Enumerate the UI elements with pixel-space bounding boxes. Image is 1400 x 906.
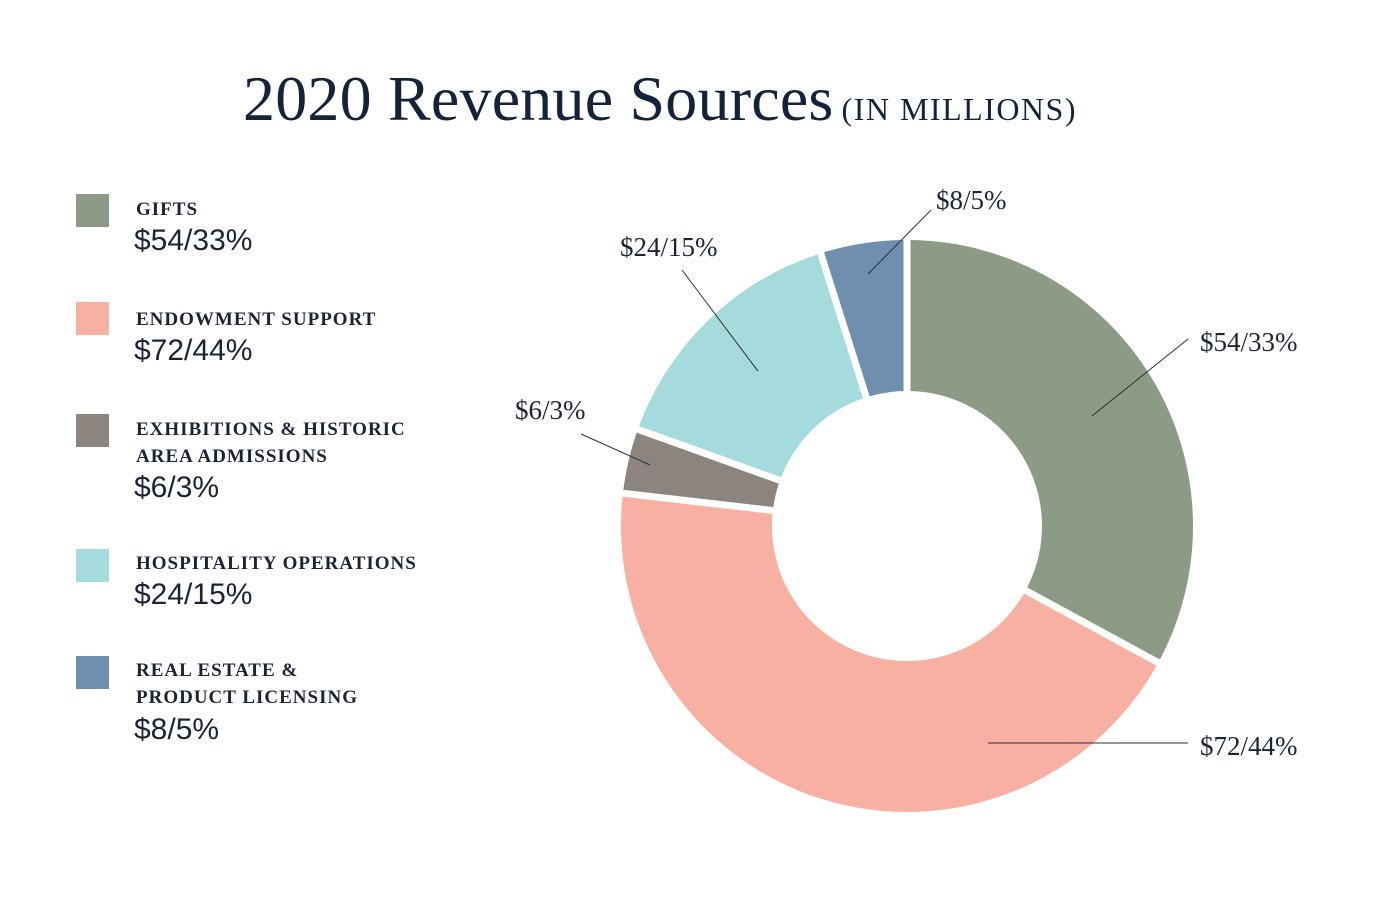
legend-swatch-exhibitions <box>76 414 109 447</box>
slice-endowment <box>621 496 1157 813</box>
slice-label-real-estate: $8/5% <box>936 185 1007 215</box>
chart-title-main: 2020 Revenue Sources <box>243 63 834 134</box>
legend-label-real-estate: REAL ESTATE & PRODUCT LICENSING <box>136 660 358 708</box>
slice-label-gifts: $54/33% <box>1200 327 1298 357</box>
legend-label-gifts: GIFTS <box>136 199 199 220</box>
legend-value-gifts: $54/33% <box>134 224 253 257</box>
slice-labels: $54/33% $72/44% $6/3% $24/15% $8/5% <box>515 185 1298 761</box>
slice-label-hospitality: $24/15% <box>620 232 718 262</box>
chart-title-unit: (IN MILLIONS) <box>841 91 1077 127</box>
legend-label-endowment: ENDOWMENT SUPPORT <box>136 309 377 330</box>
leader-line-gifts <box>1091 338 1189 417</box>
slice-hospitality <box>639 254 863 478</box>
legend: GIFTS $54/33% ENDOWMENT SUPPORT $72/44% … <box>0 0 520 906</box>
legend-value-endowment: $72/44% <box>134 334 253 367</box>
leader-line-exhibitions <box>580 433 651 466</box>
slice-label-exhibitions: $6/3% <box>515 395 586 425</box>
legend-label-hospitality: HOSPITALITY OPERATIONS <box>136 553 417 574</box>
leader-line-real-estate <box>867 209 932 275</box>
slice-real-estate <box>824 240 904 397</box>
chart-title: 2020 Revenue Sources (IN MILLIONS) <box>0 62 1320 136</box>
leader-line-hospitality <box>681 269 759 372</box>
slice-label-endowment: $72/44% <box>1200 731 1298 761</box>
legend-swatch-hospitality <box>76 549 109 582</box>
legend-swatch-gifts <box>76 194 109 227</box>
donut-slices <box>621 240 1194 813</box>
legend-label-exhibitions: EXHIBITIONS & HISTORIC AREA ADMISSIONS <box>136 419 406 467</box>
legend-swatch-endowment <box>76 302 109 335</box>
slice-gifts <box>910 240 1194 660</box>
legend-value-exhibitions: $6/3% <box>134 471 220 504</box>
slice-exhibitions <box>623 432 779 508</box>
legend-value-hospitality: $24/15% <box>134 578 253 611</box>
legend-swatch-real-estate <box>76 656 109 689</box>
leader-lines <box>580 209 1189 744</box>
legend-value-real-estate: $8/5% <box>134 713 220 746</box>
